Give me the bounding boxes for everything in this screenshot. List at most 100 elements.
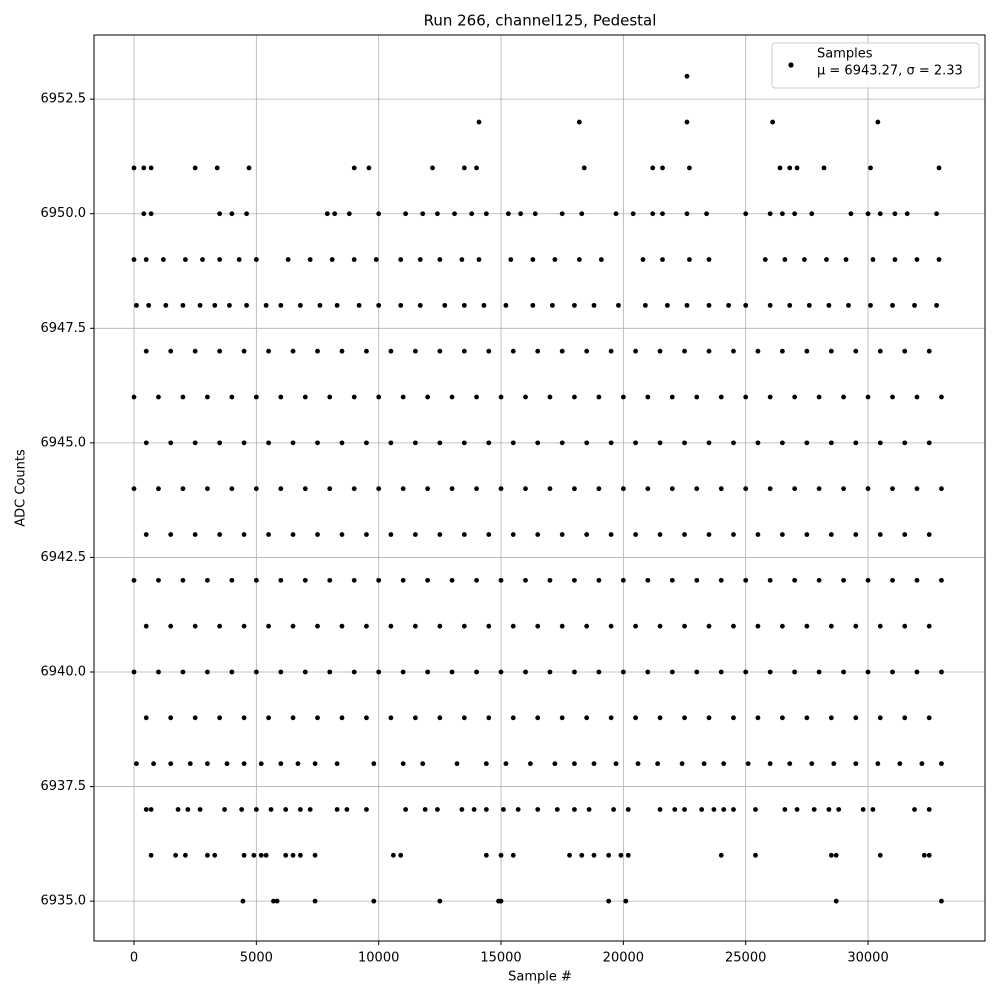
point [584, 532, 590, 537]
point [853, 715, 859, 721]
point [770, 119, 776, 125]
point [665, 302, 670, 308]
point [205, 852, 210, 858]
point [743, 211, 749, 217]
point [816, 577, 822, 583]
point [486, 348, 492, 354]
point [168, 715, 174, 721]
point [939, 394, 944, 400]
point [474, 486, 479, 492]
point [253, 257, 259, 262]
point [926, 852, 932, 858]
point [229, 486, 235, 492]
point [376, 302, 382, 308]
point [755, 348, 761, 354]
point [669, 394, 675, 400]
point [236, 257, 242, 262]
point [483, 211, 489, 217]
point [657, 532, 663, 537]
point [816, 669, 822, 675]
point [591, 302, 597, 308]
point [241, 715, 247, 721]
point [731, 348, 736, 354]
point [476, 257, 482, 262]
point [425, 486, 431, 492]
point [816, 486, 822, 492]
point [412, 348, 418, 354]
point [550, 302, 555, 308]
point [324, 211, 330, 217]
point [251, 852, 257, 858]
point [804, 623, 810, 629]
point [579, 852, 585, 858]
legend-marker [788, 62, 794, 68]
point [645, 394, 651, 400]
point [425, 669, 431, 675]
point [694, 486, 700, 492]
point [469, 211, 475, 217]
point [650, 165, 656, 171]
point [816, 394, 822, 400]
point [914, 257, 920, 262]
point [870, 257, 876, 262]
point [926, 348, 932, 354]
point [804, 348, 810, 354]
point [327, 486, 333, 492]
point [388, 348, 394, 354]
point [606, 852, 612, 858]
y-axis-label: ADC Counts [14, 449, 29, 527]
point [711, 807, 717, 812]
point [731, 440, 736, 446]
point [559, 211, 565, 217]
point [672, 807, 678, 812]
point [787, 761, 793, 767]
point [422, 807, 428, 812]
point [356, 302, 362, 308]
point [307, 807, 313, 812]
point [346, 211, 352, 217]
point [437, 532, 443, 537]
point [278, 486, 284, 492]
point [591, 761, 597, 767]
point [841, 394, 846, 400]
point [559, 623, 565, 629]
point [143, 715, 149, 721]
point [253, 394, 259, 400]
point [229, 394, 235, 400]
point [339, 623, 345, 629]
point [579, 211, 585, 217]
point [498, 898, 504, 904]
point [212, 852, 218, 858]
point [682, 440, 687, 446]
point [141, 165, 147, 171]
point [684, 302, 690, 308]
point [726, 302, 731, 308]
point [581, 165, 587, 171]
point [131, 394, 137, 400]
point [892, 257, 898, 262]
point [388, 440, 394, 446]
point [535, 715, 541, 721]
point [483, 807, 489, 812]
y-tick-label: 6935.0 [41, 894, 87, 909]
point [400, 577, 406, 583]
point [486, 440, 492, 446]
x-axis-label: Sample # [508, 970, 572, 985]
point [618, 852, 624, 858]
point [767, 577, 773, 583]
point [483, 852, 489, 858]
point [315, 348, 320, 354]
point [731, 623, 736, 629]
point [657, 715, 663, 721]
point [780, 532, 785, 537]
point [875, 119, 881, 125]
point [657, 440, 663, 446]
point [584, 715, 590, 721]
point [315, 623, 320, 629]
point [508, 257, 514, 262]
point [530, 257, 536, 262]
point [535, 440, 541, 446]
point [532, 211, 538, 217]
point [584, 440, 590, 446]
point [682, 623, 687, 629]
